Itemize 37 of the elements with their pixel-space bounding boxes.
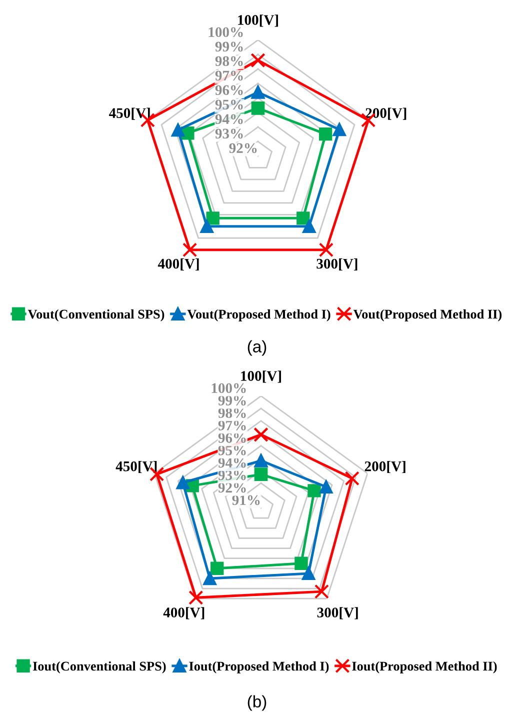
spoke-label: 400[V] [163,607,204,620]
legend-label: Vout(Conventional SPS) [28,309,164,322]
y-tick-label: 94% [215,114,243,124]
y-tick-label: 98% [218,408,246,418]
y-tick-label: 93% [218,470,246,480]
y-tick-label: 91% [232,495,260,506]
y-tick-label: 98% [215,56,243,66]
y-tick-label: 97% [218,420,246,430]
legend-label: Vout(Proposed Method I) [187,309,330,322]
spoke-label: 100[V] [238,14,278,27]
text: (b) [248,695,266,711]
spoke-label: 300[V] [316,258,358,270]
y-tick-label: 92% [229,143,257,154]
y-tick-label: 99% [218,396,246,406]
y-tick-label: 96% [215,85,243,96]
y-tick-label: 94% [218,458,246,468]
y-tick-label: 92% [218,482,246,493]
spoke-label: 100[V] [241,370,281,383]
legend-label: Vout(Proposed Method II) [353,309,502,322]
spoke-label: 450[V] [108,108,150,120]
spoke-label: 400[V] [158,258,199,270]
legend-label: Iout(Conventional SPS) [32,661,166,674]
y-tick-label: 100% [212,383,246,394]
y-tick-label: 97% [215,70,243,81]
legend-label: Iout(Proposed Method II) [352,661,497,674]
spoke-label: 200[V] [364,460,406,474]
y-tick-label: 93% [215,128,243,139]
legend-label: Iout(Proposed Method I) [189,661,329,674]
spoke-label: 450[V] [116,460,157,474]
text: (a) [248,340,266,356]
y-tick-label: 95% [218,445,246,456]
y-tick-label: 99% [215,42,243,52]
y-tick-label: 95% [215,100,243,110]
y-tick-label: 100% [208,27,243,38]
spoke-label: 200[V] [366,108,406,120]
spoke-label: 300[V] [317,607,358,620]
y-tick-label: 96% [218,432,246,443]
